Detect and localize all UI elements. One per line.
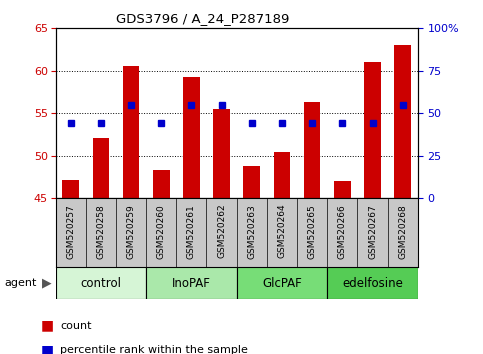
FancyBboxPatch shape (146, 267, 237, 299)
Bar (364, 62, 381, 198)
Text: agent: agent (5, 278, 37, 288)
Text: ■: ■ (41, 343, 54, 354)
Text: GSM520260: GSM520260 (156, 204, 166, 258)
Text: GSM520261: GSM520261 (187, 204, 196, 258)
Bar (334, 181, 351, 198)
Text: InoPAF: InoPAF (172, 277, 211, 290)
Bar (123, 66, 139, 198)
Text: GSM520258: GSM520258 (96, 204, 105, 258)
Text: GSM520264: GSM520264 (277, 204, 286, 258)
Text: GDS3796 / A_24_P287189: GDS3796 / A_24_P287189 (116, 12, 289, 25)
Text: GSM520259: GSM520259 (127, 204, 136, 258)
Text: GSM520257: GSM520257 (66, 204, 75, 258)
Text: GSM520266: GSM520266 (338, 204, 347, 258)
Bar (93, 138, 109, 198)
Text: ■: ■ (41, 319, 54, 333)
Bar (153, 170, 170, 198)
Text: GlcPAF: GlcPAF (262, 277, 302, 290)
Text: GSM520262: GSM520262 (217, 204, 226, 258)
Bar (395, 45, 411, 198)
FancyBboxPatch shape (56, 267, 146, 299)
Text: GSM520267: GSM520267 (368, 204, 377, 258)
Text: percentile rank within the sample: percentile rank within the sample (60, 346, 248, 354)
Bar (243, 166, 260, 198)
Bar (274, 152, 290, 198)
Text: GSM520265: GSM520265 (308, 204, 317, 258)
Text: edelfosine: edelfosine (342, 277, 403, 290)
FancyBboxPatch shape (327, 267, 418, 299)
Bar (213, 109, 230, 198)
Bar (62, 179, 79, 198)
Bar (304, 102, 320, 198)
Text: GSM520263: GSM520263 (247, 204, 256, 258)
Bar (183, 77, 199, 198)
FancyBboxPatch shape (237, 267, 327, 299)
Text: control: control (80, 277, 121, 290)
Text: ▶: ▶ (42, 277, 52, 290)
Text: GSM520268: GSM520268 (398, 204, 407, 258)
Text: count: count (60, 321, 92, 331)
